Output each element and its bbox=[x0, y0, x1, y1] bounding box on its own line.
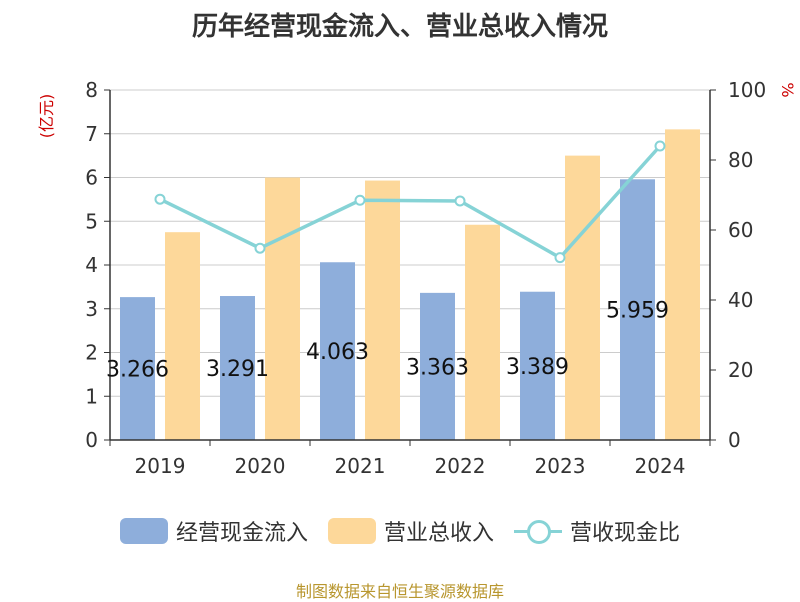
right-axis-label: % bbox=[778, 82, 797, 97]
x-tick-label: 2019 bbox=[135, 454, 186, 478]
ratio-point bbox=[554, 252, 566, 264]
x-tick-label: 2024 bbox=[635, 454, 686, 478]
data-label-cash-inflow: 4.063 bbox=[306, 340, 369, 365]
left-tick-label: 8 bbox=[85, 78, 98, 102]
left-tick-label: 2 bbox=[85, 341, 98, 365]
ratio-point bbox=[654, 140, 666, 152]
data-labels: 3.266 3.291 4.063 3.363 3.389 5.959 bbox=[106, 299, 669, 383]
left-tick-label: 5 bbox=[85, 209, 98, 233]
right-tick-label: 20 bbox=[728, 358, 753, 382]
left-tick-label: 3 bbox=[85, 297, 98, 321]
bars bbox=[120, 129, 700, 440]
left-tick-label: 7 bbox=[85, 122, 98, 146]
legend-item-ratio[interactable]: 营收现金比 bbox=[514, 515, 680, 547]
right-tick-label: 60 bbox=[728, 218, 753, 242]
bar-revenue bbox=[165, 232, 200, 440]
right-tick-label: 80 bbox=[728, 148, 753, 172]
legend-swatch-revenue bbox=[327, 518, 376, 544]
bar-cash-inflow bbox=[320, 262, 355, 440]
legend-label-revenue: 营业总收入 bbox=[383, 521, 494, 546]
ratio-point bbox=[154, 193, 166, 205]
x-tick-label: 2022 bbox=[435, 454, 486, 478]
data-label-cash-inflow: 3.291 bbox=[206, 357, 269, 382]
legend-item-revenue[interactable]: 营业总收入 bbox=[327, 515, 494, 547]
legend-item-cash-inflow[interactable]: 经营现金流入 bbox=[119, 515, 308, 547]
bar-cash-inflow bbox=[120, 297, 155, 440]
left-tick-label: 1 bbox=[85, 384, 98, 408]
bar-revenue bbox=[465, 224, 500, 440]
data-label-cash-inflow: 3.266 bbox=[106, 358, 169, 383]
bar-cash-inflow bbox=[220, 296, 255, 440]
bar-cash-inflow bbox=[620, 179, 655, 440]
bar-cash-inflow bbox=[520, 291, 555, 440]
ratio-line-layer bbox=[154, 140, 666, 264]
ratio-point bbox=[354, 194, 366, 206]
legend: 经营现金流入 营业总收入 营收现金比 bbox=[0, 515, 800, 547]
bar-revenue bbox=[565, 155, 600, 440]
legend-label-cash-inflow: 经营现金流入 bbox=[175, 521, 308, 546]
ratio-point bbox=[254, 242, 266, 254]
left-axis-label: (亿元) bbox=[37, 94, 56, 139]
data-label-cash-inflow: 5.959 bbox=[606, 299, 669, 324]
right-tick-label: 0 bbox=[728, 428, 741, 452]
legend-swatch-cash-inflow bbox=[119, 518, 168, 544]
bar-cash-inflow bbox=[420, 292, 455, 440]
x-tick-label: 2023 bbox=[535, 454, 586, 478]
left-tick-label: 6 bbox=[85, 166, 98, 190]
x-tick-label: 2020 bbox=[235, 454, 286, 478]
legend-label-ratio: 营收现金比 bbox=[570, 521, 681, 546]
source-footer: 制图数据来自恒生聚源数据库 bbox=[295, 582, 504, 601]
ratio-line bbox=[159, 144, 662, 260]
legend-swatch-ratio bbox=[514, 518, 562, 544]
chart-title: 历年经营现金流入、营业总收入情况 bbox=[191, 12, 608, 42]
ratio-point bbox=[454, 195, 466, 207]
data-label-cash-inflow: 3.363 bbox=[406, 355, 469, 380]
left-tick-label: 0 bbox=[85, 428, 98, 452]
bar-revenue bbox=[365, 180, 400, 440]
x-tick-label: 2021 bbox=[335, 454, 386, 478]
right-tick-label: 40 bbox=[728, 288, 753, 312]
right-tick-label: 100 bbox=[728, 78, 766, 102]
bar-revenue bbox=[665, 129, 700, 440]
bar-revenue bbox=[265, 177, 300, 440]
data-label-cash-inflow: 3.389 bbox=[506, 355, 569, 380]
left-tick-label: 4 bbox=[85, 253, 98, 277]
